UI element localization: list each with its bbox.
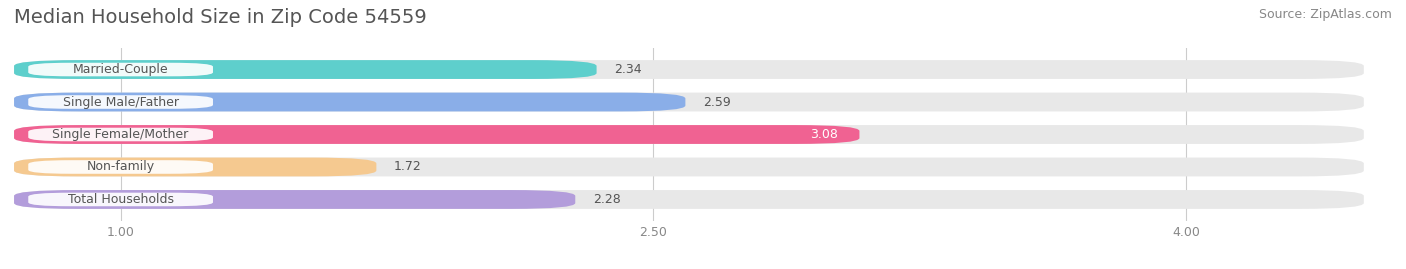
Text: 2.34: 2.34 [614,63,643,76]
Text: Single Male/Father: Single Male/Father [63,95,179,108]
FancyBboxPatch shape [14,158,1364,176]
Text: Total Households: Total Households [67,193,173,206]
FancyBboxPatch shape [28,95,212,109]
Text: Non-family: Non-family [87,161,155,174]
FancyBboxPatch shape [14,125,859,144]
FancyBboxPatch shape [14,60,596,79]
FancyBboxPatch shape [14,60,1364,79]
FancyBboxPatch shape [14,93,1364,111]
FancyBboxPatch shape [28,160,212,174]
Text: 1.72: 1.72 [394,161,422,174]
Text: Married-Couple: Married-Couple [73,63,169,76]
Text: Median Household Size in Zip Code 54559: Median Household Size in Zip Code 54559 [14,8,427,27]
FancyBboxPatch shape [14,125,1364,144]
Text: 2.28: 2.28 [593,193,621,206]
FancyBboxPatch shape [28,63,212,76]
FancyBboxPatch shape [14,93,685,111]
FancyBboxPatch shape [14,190,1364,209]
Text: Single Female/Mother: Single Female/Mother [52,128,188,141]
Text: Source: ZipAtlas.com: Source: ZipAtlas.com [1258,8,1392,21]
FancyBboxPatch shape [14,190,575,209]
FancyBboxPatch shape [28,128,212,141]
Text: 2.59: 2.59 [703,95,731,108]
Text: 3.08: 3.08 [810,128,838,141]
FancyBboxPatch shape [28,193,212,206]
FancyBboxPatch shape [14,158,377,176]
